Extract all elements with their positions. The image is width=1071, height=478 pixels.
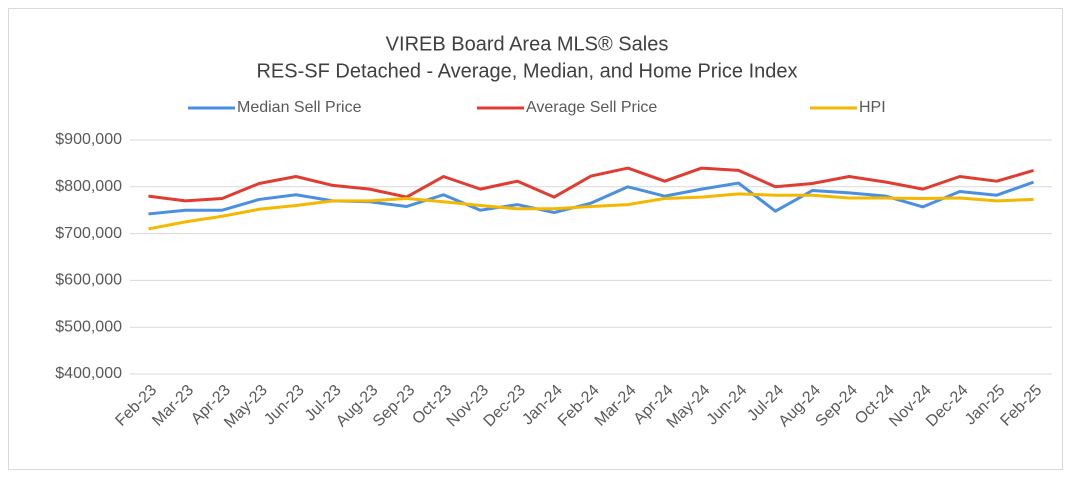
legend-label: HPI: [859, 99, 886, 116]
chart-border: [8, 8, 1063, 470]
chart-subtitle: RES-SF Detached - Average, Median, and H…: [256, 60, 797, 82]
chart-title: VIREB Board Area MLS® Sales: [386, 33, 669, 55]
series-line: [148, 180, 1035, 216]
y-tick-label: $800,000: [55, 178, 122, 195]
legend-label: Median Sell Price: [237, 99, 362, 116]
y-tick-label: $400,000: [55, 365, 122, 382]
series-line: [148, 192, 1034, 231]
series-line: [148, 166, 1034, 203]
y-tick-label: $600,000: [55, 272, 122, 289]
legend-label: Average Sell Price: [526, 99, 657, 116]
y-tick-label: $500,000: [55, 318, 122, 335]
y-tick-label: $700,000: [55, 225, 122, 242]
y-tick-label: $900,000: [55, 131, 122, 148]
